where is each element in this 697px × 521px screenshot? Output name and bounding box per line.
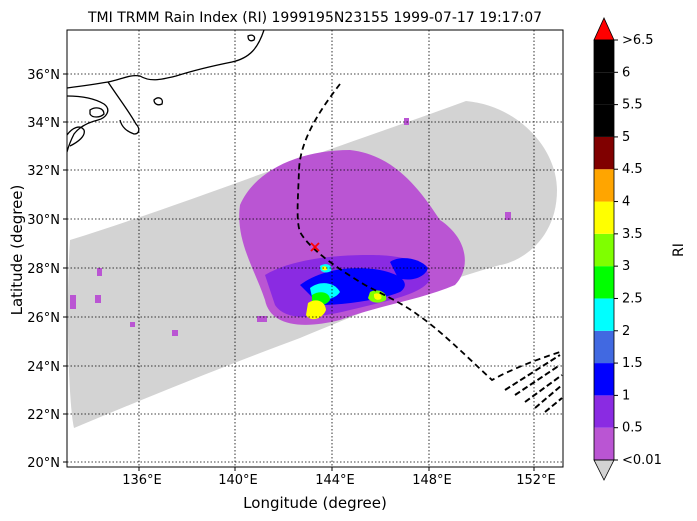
y-tick-label: 34°N [27,116,60,131]
colorbar-tick-label: 2 [622,324,630,339]
x-axis-label: Longitude (degree) [243,494,387,512]
colorbar-tick-label: 1 [622,388,630,403]
colorbar-segment [594,201,614,234]
gridlines [67,30,563,467]
colorbar: <0.01 0.5 1 1.5 2 2.5 3 3.5 4 4.5 5 5.5 6 >6.5 RI [593,17,687,481]
storm-track [296,83,561,382]
colorbar-tick-label: 0.5 [622,421,643,436]
colorbar-label: RI [671,243,687,257]
colorbar-over-arrow [593,17,615,41]
y-axis: 20°N 22°N 24°N 26°N 28°N 30°N 32°N 34°N … [8,68,67,471]
colorbar-segment [594,104,614,137]
x-tick-label: 148°E [412,473,452,488]
storm-center-marker [310,242,320,252]
colorbar-segment [594,40,614,73]
colorbar-segment [594,298,614,331]
colorbar-segment [594,427,614,460]
x-tick-label: 152°E [516,473,556,488]
colorbar-segment [594,72,614,105]
y-tick-label: 20°N [27,456,60,471]
colorbar-segment [594,169,614,202]
colorbar-tick-label: 6 [622,65,630,80]
map-title: TMI TRMM Rain Index (RI) 1999195N23155 1… [87,10,542,26]
y-tick-label: 26°N [27,311,60,326]
colorbar-tick-label: >6.5 [622,33,654,48]
x-axis: 136°E 140°E 144°E 148°E 152°E Longitude … [122,467,556,512]
y-tick-label: 24°N [27,360,60,375]
colorbar-segment [594,136,614,170]
x-tick-label: 144°E [315,473,355,488]
y-tick-label: 28°N [27,262,60,277]
colorbar-segment [594,233,614,267]
colorbar-tick-label: 3.5 [622,227,643,242]
coastlines [67,30,265,153]
rain-field [70,118,511,336]
map-panel [66,29,564,468]
colorbar-tick-label: 5.5 [622,98,643,113]
colorbar-tick-label: 1.5 [622,356,643,371]
colorbar-segment [594,330,614,364]
y-tick-label: 22°N [27,408,60,423]
x-tick-label: 136°E [122,473,162,488]
colorbar-segment [594,363,614,396]
colorbar-tick-label: 3 [622,259,630,274]
forecast-track-lines [504,354,563,413]
y-tick-label: 36°N [27,68,60,83]
colorbar-tick-label: 2.5 [622,291,643,306]
colorbar-segment [594,266,614,299]
colorbar-tick-label: 5 [622,130,630,145]
y-tick-label: 32°N [27,164,60,179]
colorbar-tick-label: 4 [622,195,630,210]
x-tick-label: 140°E [218,473,258,488]
colorbar-tick-label: <0.01 [622,453,662,468]
colorbar-segment [594,395,614,428]
colorbar-under-arrow [593,459,615,481]
y-axis-label: Latitude (degree) [8,185,26,316]
map-frame [66,29,564,468]
y-tick-label: 30°N [27,213,60,228]
colorbar-tick-label: 4.5 [622,162,643,177]
colorbar-frame [593,39,615,461]
